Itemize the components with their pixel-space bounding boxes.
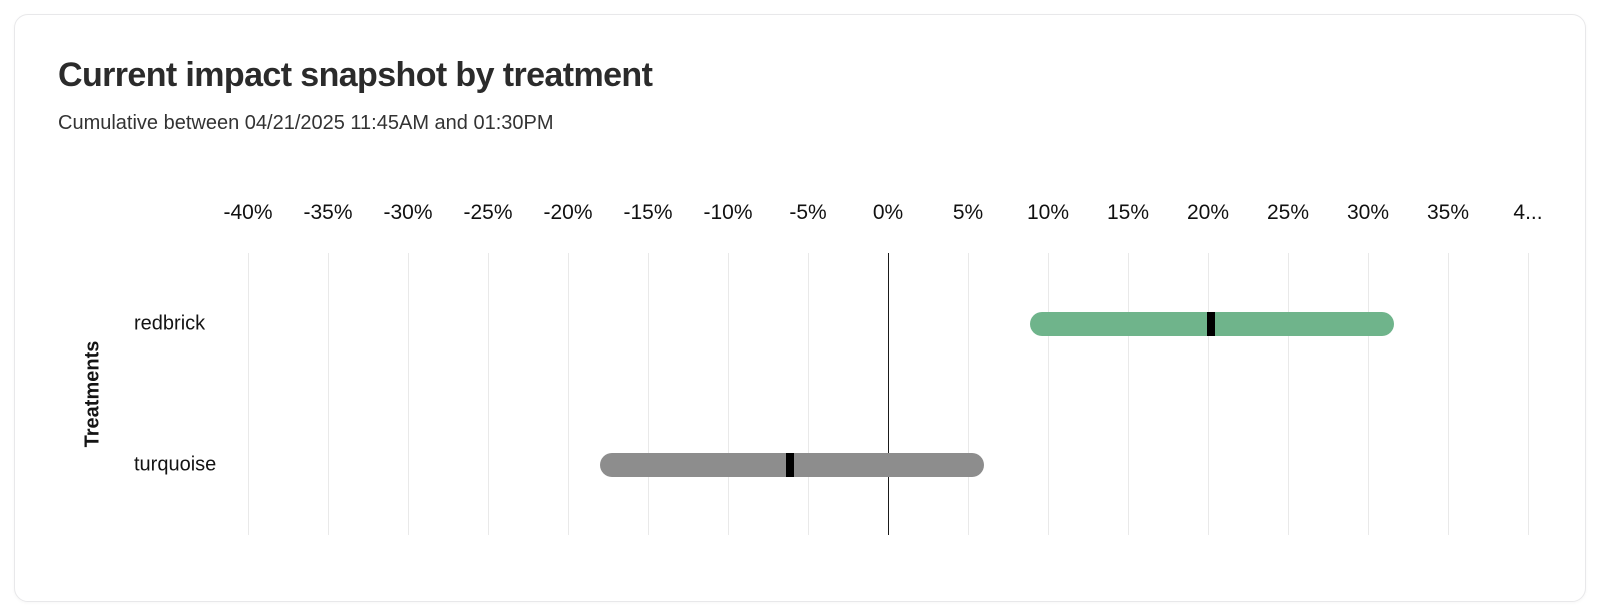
gridline: [1048, 253, 1049, 535]
x-tick-label: 4...: [1513, 201, 1543, 224]
category-label-turquoise: turquoise: [134, 453, 217, 475]
gridline: [1368, 253, 1369, 535]
x-tick-label: -10%: [703, 201, 753, 224]
chart: Treatments -40% -35% -30% -25% -20% -15% -10% -…: [15, 15, 1585, 601]
gridline: [1528, 253, 1529, 535]
bar-midpoint-marker: [1207, 311, 1216, 336]
gridline: [1448, 253, 1449, 535]
gridline: [568, 253, 569, 535]
x-tick-label: -25%: [463, 201, 513, 224]
gridline: [648, 253, 649, 535]
chart-title: Current impact snapshot by treatment: [58, 56, 653, 94]
x-tick-label: 0%: [872, 201, 904, 224]
x-tick-label: 15%: [1106, 201, 1150, 224]
bar-midpoint-marker: [786, 452, 795, 477]
gridline: [248, 253, 249, 535]
x-tick-label: -15%: [623, 201, 673, 224]
category-label-redbrick: redbrick: [134, 312, 206, 334]
impact-snapshot-card: Current impact snapshot by treatment Cum…: [14, 14, 1586, 602]
x-tick-label: 5%: [952, 201, 984, 224]
x-tick-label: -20%: [543, 201, 593, 224]
x-tick-label: 35%: [1426, 201, 1470, 224]
x-tick-label: -30%: [383, 201, 433, 224]
plot-area: [248, 253, 1529, 535]
gridline: [328, 253, 329, 535]
gridline: [488, 253, 489, 535]
x-tick-label: 20%: [1186, 201, 1230, 224]
y-axis-title: Treatments: [81, 340, 104, 448]
x-tick-label: -40%: [223, 201, 273, 224]
gridline: [1128, 253, 1129, 535]
x-tick-label: -35%: [303, 201, 353, 224]
x-tick-label: -5%: [789, 201, 827, 224]
x-tick-label: 30%: [1346, 201, 1390, 224]
zero-gridline: [888, 253, 889, 535]
x-tick-label: 10%: [1026, 201, 1070, 224]
gridline: [1208, 253, 1209, 535]
chart-subtitle: Cumulative between 04/21/2025 11:45AM an…: [58, 112, 554, 134]
gridline: [408, 253, 409, 535]
gridline: [728, 253, 729, 535]
gridline: [808, 253, 809, 535]
gridline: [968, 253, 969, 535]
gridline: [1288, 253, 1289, 535]
x-tick-label: 25%: [1266, 201, 1310, 224]
